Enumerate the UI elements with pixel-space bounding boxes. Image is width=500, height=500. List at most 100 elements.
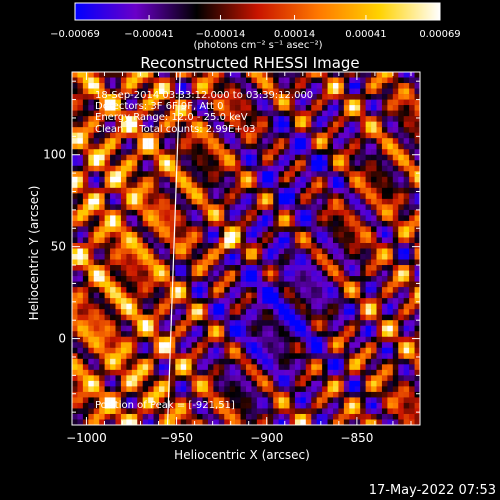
heatmap-cell <box>229 204 236 211</box>
heatmap-cell <box>99 342 105 349</box>
heatmap-cell <box>93 408 100 415</box>
heatmap-cell <box>229 182 236 189</box>
heatmap-cell <box>82 325 89 332</box>
heatmap-cell <box>333 209 339 216</box>
heatmap-cell <box>142 110 149 117</box>
heatmap-cell <box>218 204 225 211</box>
heatmap-cell <box>115 154 122 161</box>
heatmap-cell <box>142 419 149 425</box>
heatmap-cell <box>343 386 350 393</box>
heatmap-cell <box>131 391 138 398</box>
heatmap-cell <box>169 298 176 304</box>
heatmap-cell <box>267 259 274 266</box>
heatmap-cell <box>273 265 279 271</box>
heatmap-cell <box>278 298 285 304</box>
heatmap-cell <box>256 165 263 172</box>
heatmap-cell <box>284 364 290 371</box>
heatmap-cell <box>207 386 214 393</box>
heatmap-cell <box>294 160 301 167</box>
heatmap-cell <box>365 391 372 398</box>
heatmap-cell <box>262 226 269 233</box>
heatmap-cell <box>186 105 192 111</box>
heatmap-cell <box>398 397 404 404</box>
heatmap-cell <box>159 320 165 327</box>
heatmap-cell <box>191 281 198 288</box>
heatmap-cell <box>169 380 176 387</box>
heatmap-cell <box>82 220 89 227</box>
heatmap-cell <box>338 380 345 387</box>
heatmap-cell <box>246 325 252 332</box>
heatmap-cell <box>218 110 225 117</box>
heatmap-cell <box>99 397 105 404</box>
heatmap-cell <box>322 154 328 161</box>
heatmap-cell <box>169 116 176 122</box>
heatmap-cell <box>256 77 263 84</box>
heatmap-cell <box>153 204 160 211</box>
heatmap-cell <box>349 320 356 327</box>
heatmap-cell <box>381 336 388 343</box>
heatmap-cell <box>246 182 252 189</box>
heatmap-cell <box>224 182 230 189</box>
heatmap-cell <box>191 325 198 332</box>
heatmap-cell <box>159 402 165 409</box>
heatmap-cell <box>273 226 279 233</box>
heatmap-cell <box>82 358 89 365</box>
heatmap-cell <box>142 314 149 321</box>
heatmap-cell <box>197 419 203 425</box>
heatmap-cell <box>305 397 312 404</box>
heatmap-cell <box>88 132 95 139</box>
heatmap-cell <box>267 143 274 150</box>
heatmap-cell <box>409 380 415 387</box>
heatmap-cell <box>360 391 366 398</box>
heatmap-cell <box>180 270 187 277</box>
heatmap-cell <box>403 309 410 315</box>
heatmap-cell <box>88 215 95 222</box>
heatmap-cell <box>115 408 122 415</box>
heatmap-cell <box>240 220 247 227</box>
heatmap-cell <box>294 77 301 84</box>
heatmap-cell <box>115 287 122 293</box>
heatmap-cell <box>229 171 236 178</box>
heatmap-cell <box>387 193 394 200</box>
heatmap-cell <box>256 353 263 360</box>
heatmap-cell <box>159 215 165 222</box>
heatmap-cell <box>126 353 133 360</box>
heatmap-cell <box>99 209 105 216</box>
heatmap-cell <box>197 105 203 111</box>
heatmap-cell <box>376 176 383 183</box>
heatmap-cell <box>289 331 296 338</box>
heatmap-cell <box>120 386 127 393</box>
heatmap-cell <box>186 88 192 95</box>
heatmap-cell <box>305 94 312 100</box>
heatmap-cell <box>289 254 296 260</box>
heatmap-cell <box>278 270 285 277</box>
heatmap-cell <box>398 198 404 205</box>
heatmap-cell <box>99 347 105 354</box>
heatmap-cell <box>110 116 116 122</box>
heatmap-cell <box>235 276 241 282</box>
heatmap-cell <box>77 138 84 145</box>
heatmap-cell <box>387 270 394 277</box>
heatmap-cell <box>175 204 182 211</box>
heatmap-cell <box>343 99 350 106</box>
heatmap-cell <box>240 391 247 398</box>
heatmap-cell <box>104 342 111 349</box>
heatmap-cell <box>207 171 214 178</box>
heatmap-cell <box>273 193 279 200</box>
heatmap-cell <box>381 231 388 238</box>
heatmap-cell <box>300 254 307 260</box>
heatmap-cell <box>240 325 247 332</box>
heatmap-cell <box>360 402 366 409</box>
heatmap-cell <box>202 99 209 106</box>
heatmap-cell <box>175 292 182 299</box>
heatmap-cell <box>120 132 127 139</box>
heatmap-cell <box>349 281 356 288</box>
heatmap-cell <box>137 88 143 95</box>
heatmap-cell <box>72 380 78 387</box>
heatmap-cell <box>110 347 116 354</box>
heatmap-cell <box>164 215 171 222</box>
heatmap-cell <box>197 72 203 78</box>
heatmap-cell <box>289 182 296 189</box>
heatmap-cell <box>354 160 361 167</box>
heatmap-cell <box>409 138 415 145</box>
